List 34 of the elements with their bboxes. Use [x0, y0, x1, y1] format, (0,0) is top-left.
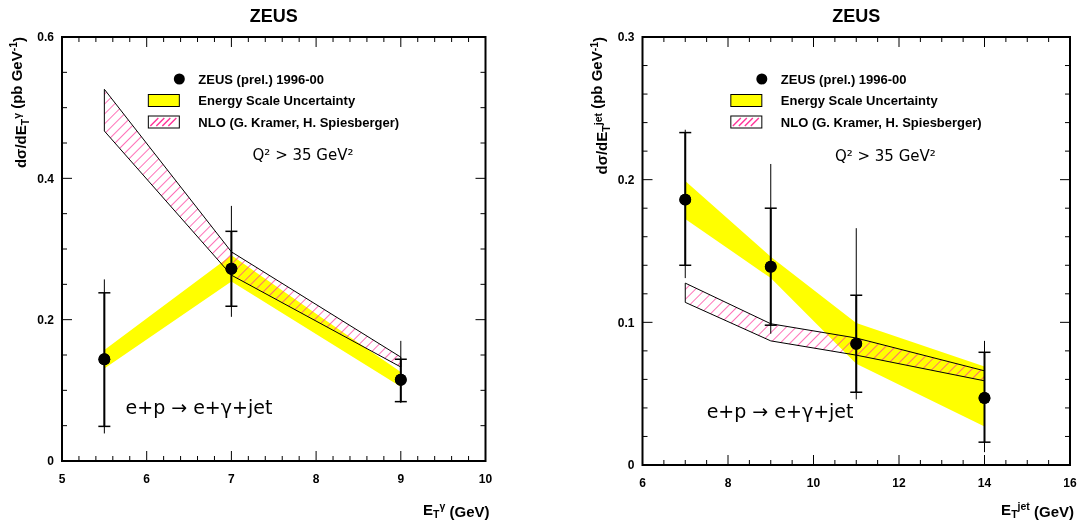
annotation: Q² > 35 GeV² — [834, 147, 936, 166]
legend-label: NLO (G. Kramer, H. Spiesberger) — [780, 114, 982, 130]
y-tick-label: 0.6 — [37, 30, 55, 45]
legend-label: Energy Scale Uncertainty — [198, 93, 356, 109]
annotation: Q² > 35 GeV² — [252, 145, 354, 164]
x-tick-label: 5 — [58, 472, 66, 486]
x-tick-label: 10 — [806, 476, 821, 490]
x-tick-label: 8 — [312, 472, 320, 486]
chart-title: ZEUS — [249, 6, 298, 26]
annotation: e+p → e+γ+jet — [125, 396, 273, 419]
x-tick-label: 6 — [639, 476, 647, 490]
x-tick-label: 8 — [724, 476, 732, 490]
y-tick-label: 0.2 — [37, 312, 55, 327]
x-tick-label: 10 — [478, 472, 493, 486]
y-tick-label: 0.4 — [37, 171, 55, 186]
legend-label: ZEUS (prel.) 1996-00 — [780, 71, 907, 87]
x-tick-label: 12 — [892, 476, 906, 490]
annotation: e+p → e+γ+jet — [706, 399, 854, 422]
x-axis-title: E$_{T}$$^{jet}$ (GeV) — [1001, 500, 1074, 521]
legend-label: ZEUS (prel.) 1996-00 — [198, 71, 325, 87]
x-axis-title: E$_{T}$$^{γ}$ (GeV) — [423, 500, 490, 521]
x-tick-label: 14 — [977, 476, 992, 490]
x-tick-label: 16 — [1063, 476, 1077, 490]
y-tick-label: 0.1 — [617, 315, 635, 330]
y-tick-label: 0.3 — [617, 30, 635, 45]
chart-title: ZEUS — [832, 6, 881, 26]
x-tick-label: 9 — [397, 472, 405, 486]
y-tick-label: 0 — [47, 454, 55, 469]
y-tick-label: 0 — [627, 458, 635, 473]
x-tick-label: 6 — [143, 472, 151, 486]
y-tick-label: 0.2 — [617, 172, 635, 187]
legend-label: NLO (G. Kramer, H. Spiesberger) — [198, 114, 400, 130]
x-tick-label: 7 — [228, 472, 236, 486]
legend-label: Energy Scale Uncertainty — [780, 93, 939, 109]
